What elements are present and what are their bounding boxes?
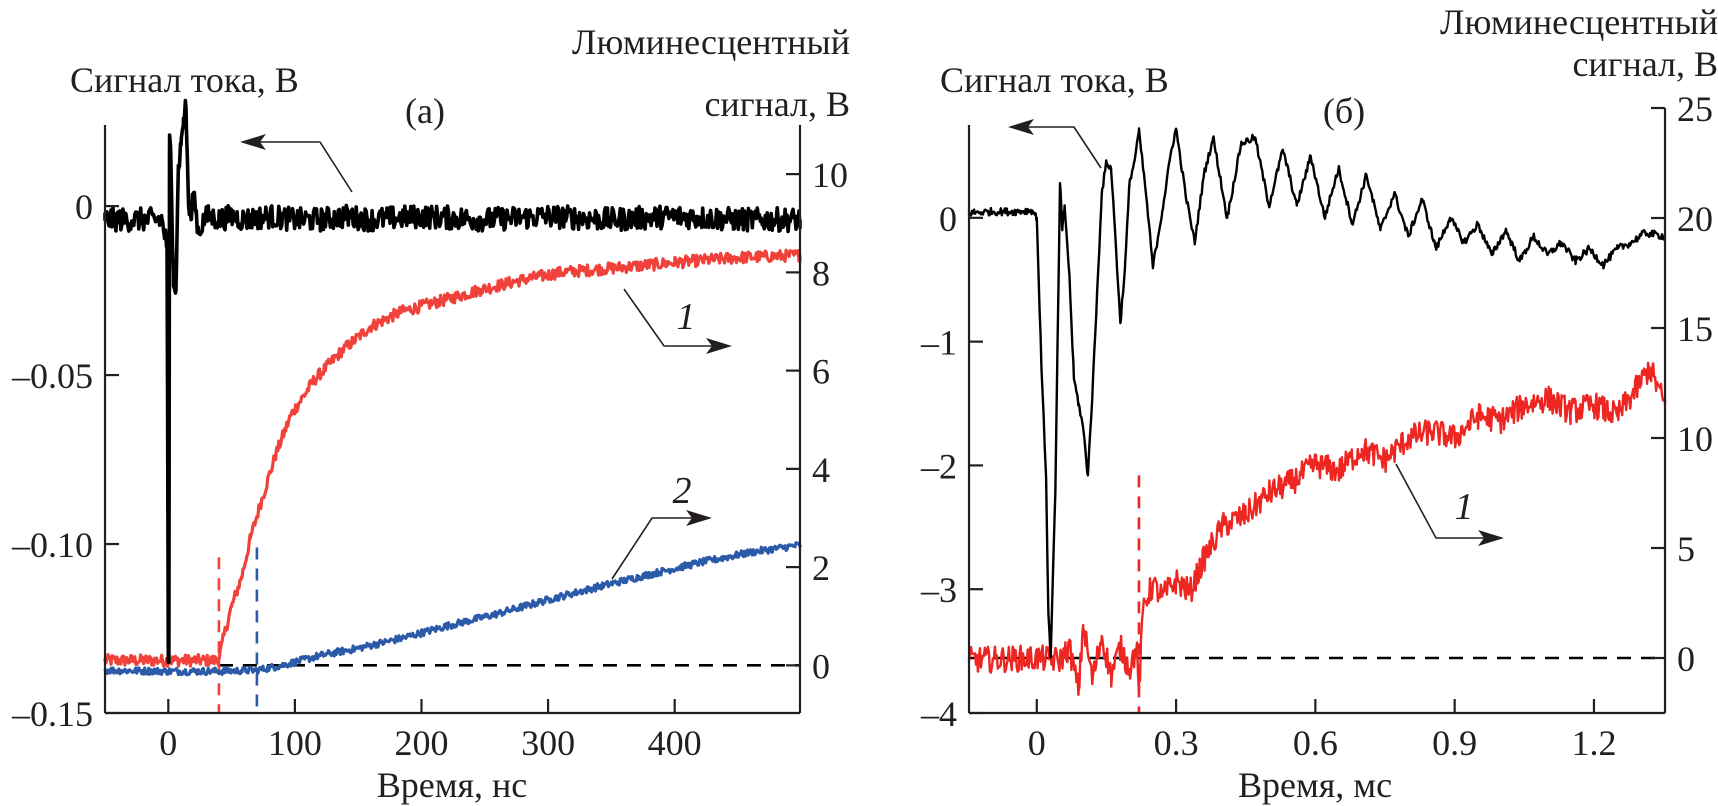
y-right-tick-label: 2 (812, 548, 830, 588)
curve-1-pointer-a: 1 (623, 288, 732, 354)
axes-a (103, 125, 802, 715)
y-right-tick-label: 8 (812, 253, 830, 293)
panel-b: Сигнал тока, В (б) Люминесцентный сигнал… (920, 2, 1718, 805)
y-left-tick-label: –0.05 (11, 356, 93, 396)
x-tick-label: 0 (159, 723, 177, 763)
tick-labels-b: 0 0.3 0.6 0.9 1.2 0 –1 –2 –3 –4 0 5 10 15 20 25 (920, 89, 1713, 763)
left-axis-title-a: Сигнал тока, В (70, 60, 299, 100)
y-right-tick-label: 10 (1677, 419, 1713, 459)
right-axis-title-a-line2: сигнал, В (704, 84, 850, 124)
x-tick-label: 1.2 (1571, 723, 1616, 763)
x-tick-label: 200 (394, 723, 448, 763)
y-left-tick-label: –4 (920, 694, 957, 734)
y-right-tick-label: 0 (812, 646, 830, 686)
y-left-tick-label: –2 (920, 446, 957, 486)
y-right-tick-label: 15 (1677, 309, 1713, 349)
right-axis-title-b-line2: сигнал, В (1572, 44, 1718, 84)
x-tick-label: 0.6 (1293, 723, 1338, 763)
x-tick-label: 0.3 (1154, 723, 1199, 763)
y-left-tick-label: –3 (920, 570, 957, 610)
series-luminescence-2 (103, 541, 802, 677)
y-left-tick-label: –1 (920, 323, 957, 363)
x-tick-label: 300 (521, 723, 575, 763)
current-pointer-a (240, 134, 353, 193)
curve-1-pointer-b: 1 (1395, 463, 1504, 546)
curve-2-pointer-a: 2 (611, 470, 712, 580)
arrow-left-icon (240, 134, 266, 150)
current-pointer-b (1008, 119, 1102, 169)
y-left-tick-label: 0 (75, 187, 93, 227)
right-axis-title-a-line1: Люминесцентный (572, 22, 850, 62)
y-right-tick-label: 10 (812, 155, 848, 195)
y-right-tick-label: 5 (1677, 529, 1695, 569)
series-luminescence-1 (103, 248, 802, 668)
y-right-tick-label: 20 (1677, 199, 1713, 239)
x-tick-label: 0.9 (1432, 723, 1477, 763)
series-current-signal (967, 127, 1667, 659)
y-left-tick-label: 0 (939, 199, 957, 239)
curves-b (967, 127, 1667, 713)
right-axis-title-b-line1: Люминесцентный (1440, 2, 1718, 42)
arrow-right-icon (686, 510, 712, 526)
y-right-tick-label: 4 (812, 450, 830, 490)
y-left-tick-label: –0.15 (11, 694, 93, 734)
series-current-signal (103, 98, 802, 665)
arrow-right-icon (706, 338, 732, 354)
curve-label-1-b: 1 (1455, 486, 1474, 528)
x-tick-label: 400 (648, 723, 702, 763)
x-tick-label: 100 (268, 723, 322, 763)
y-left-tick-label: –0.10 (11, 525, 93, 565)
x-tick-label: 0 (1028, 723, 1046, 763)
left-axis-title-b: Сигнал тока, В (940, 60, 1169, 100)
arrow-right-icon (1478, 530, 1504, 546)
arrow-left-icon (1008, 119, 1034, 135)
panel-label-a: (а) (405, 91, 445, 131)
curve-label-1-a: 1 (677, 296, 696, 338)
curve-label-2-a: 2 (673, 470, 692, 512)
y-right-tick-label: 25 (1677, 89, 1713, 129)
series-luminescence-1 (967, 361, 1667, 696)
curves-a (103, 98, 802, 713)
y-right-tick-label: 0 (1677, 639, 1695, 679)
x-axis-title-a: Время, нс (377, 765, 528, 805)
tick-labels-a: 0 100 200 300 400 0 –0.05 –0.10 –0.15 0 2 4 6 8 10 (11, 155, 848, 763)
axes-b (967, 106, 1667, 715)
panel-label-b: (б) (1323, 91, 1365, 131)
panel-a: Сигнал тока, В (а) Люминесцентный сигнал… (11, 22, 850, 805)
x-axis-title-b: Время, мс (1238, 765, 1392, 805)
y-right-tick-label: 6 (812, 352, 830, 392)
